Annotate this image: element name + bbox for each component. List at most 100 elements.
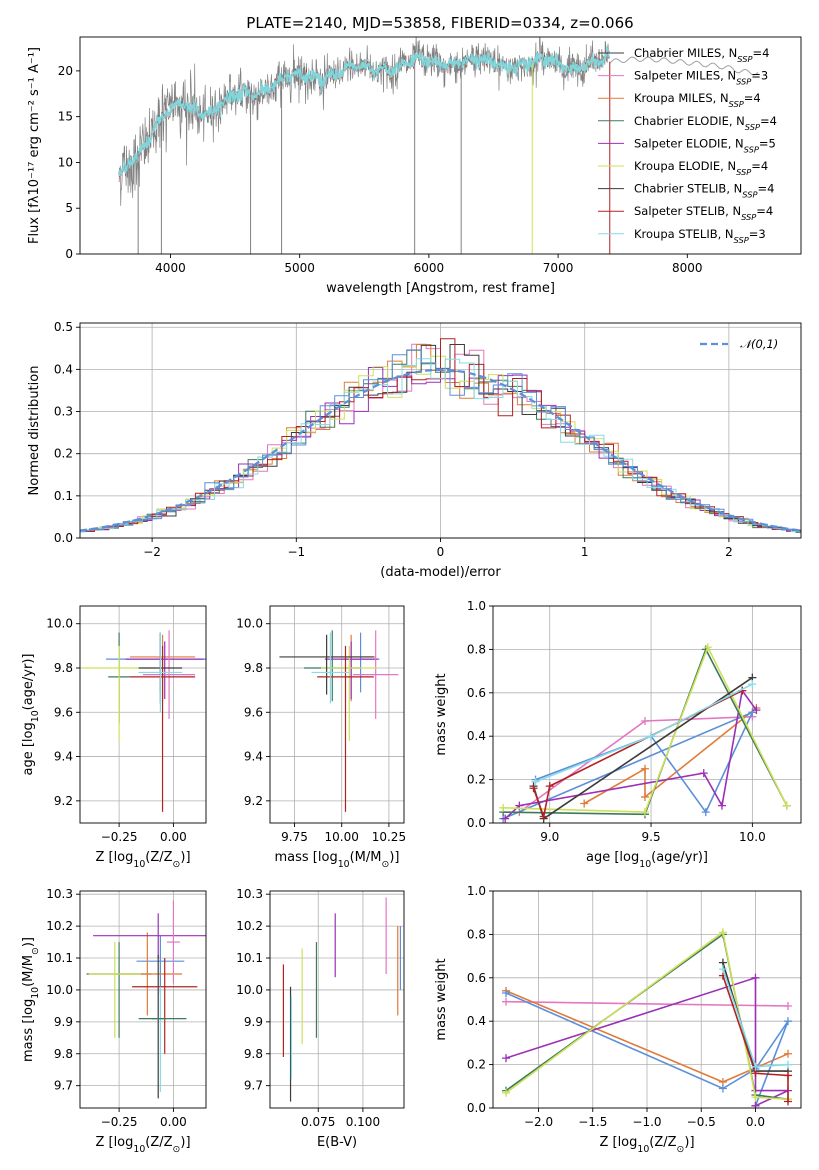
weight-point-marker xyxy=(783,1017,792,1026)
plot-area xyxy=(499,643,791,823)
y-tick-label: 0.4 xyxy=(467,729,486,743)
panel-mass-vs-Z: −0.25 0.00 9.7 9.8 9.9 10.0 10.1 10.2 10.3 Z [log… xyxy=(21,887,207,1155)
y-tick-label: 0.1 xyxy=(54,489,73,503)
legend-label: Salpeter STELIB, NSSP=4 xyxy=(634,204,773,222)
weight-point-marker xyxy=(718,965,727,974)
y-tick-label: 0.2 xyxy=(467,773,486,787)
plot-area xyxy=(118,37,759,254)
x-axis-label: mass [log10(M/M⊙)] xyxy=(275,850,400,870)
y-tick-label: 9.6 xyxy=(54,705,73,719)
axes-frame xyxy=(79,605,207,824)
legend-label: Kroupa ELODIE, NSSP=4 xyxy=(634,159,768,177)
weight-point-marker xyxy=(502,997,511,1006)
y-tick-label: 10.3 xyxy=(46,887,73,901)
panel-mass-weight-vs-Z: −2.0 −1.5 −1.0 −0.5 0.0 0.0 0.2 0.4 0.6 0.8 1.0 Z [… xyxy=(434,884,802,1155)
weight-point-marker xyxy=(580,799,589,808)
weight-point-marker xyxy=(718,928,727,937)
y-tick-label: 9.8 xyxy=(244,1047,263,1061)
x-tick-label: 9.0 xyxy=(540,830,559,844)
weight-point-marker xyxy=(502,988,511,997)
y-tick-label: 0.0 xyxy=(467,816,486,830)
x-axis-label: (data-model)/error xyxy=(380,565,501,580)
y-axis-label: mass [log10(M/M⊙)] xyxy=(21,937,41,1062)
model-spectrum-best xyxy=(118,45,611,176)
x-tick-label: 7000 xyxy=(543,261,574,275)
axes-frame xyxy=(492,890,802,1109)
weight-point-marker xyxy=(499,803,508,812)
plot-area xyxy=(80,338,801,534)
axes-frame xyxy=(79,36,802,255)
y-tick-label: 9.7 xyxy=(54,1079,73,1093)
residual-histogram xyxy=(80,355,801,533)
weight-point-marker xyxy=(640,808,649,817)
y-tick-label: 9.6 xyxy=(244,705,263,719)
y-tick-label: 10.0 xyxy=(46,983,73,997)
x-axis-label: wavelength [Angstrom, rest frame] xyxy=(326,281,555,296)
weight-point-marker xyxy=(748,680,757,689)
x-tick-label: 10.00 xyxy=(325,830,359,844)
x-tick-label: 10.25 xyxy=(372,830,406,844)
y-tick-label: 9.2 xyxy=(244,794,263,808)
x-tick-label: −0.25 xyxy=(101,1115,138,1129)
x-tick-label: −0.5 xyxy=(687,1115,716,1129)
y-tick-label: 1.0 xyxy=(467,884,486,898)
axes-frame xyxy=(79,890,207,1109)
y-tick-label: 5 xyxy=(65,201,73,215)
x-tick-label: −2 xyxy=(143,545,161,559)
weight-point-marker xyxy=(640,717,649,726)
x-tick-label: 4000 xyxy=(155,261,186,275)
weight-point-marker xyxy=(783,1097,792,1106)
y-tick-label: 0.0 xyxy=(467,1101,486,1115)
weight-point-marker xyxy=(703,643,712,652)
y-tick-label: 9.8 xyxy=(54,661,73,675)
x-tick-label: −0.25 xyxy=(101,830,138,844)
weight-point-marker xyxy=(783,1002,792,1011)
weight-point-marker xyxy=(502,1054,511,1063)
y-tick-label: 10 xyxy=(58,155,73,169)
y-tick-label: 9.8 xyxy=(54,1047,73,1061)
y-tick-label: 20 xyxy=(58,64,73,78)
plot-area xyxy=(282,897,402,1102)
weight-point-marker xyxy=(647,732,656,741)
y-tick-label: 10.0 xyxy=(236,983,263,997)
weight-point-marker xyxy=(718,1084,727,1093)
x-tick-label: 1 xyxy=(581,545,589,559)
x-axis-label: E(B-V) xyxy=(317,1135,357,1150)
panel-age-vs-Z: −0.25 0.00 9.2 9.4 9.6 9.8 10.0 Z [log10(Z/Z⊙)]… xyxy=(21,605,207,870)
weight-point-marker xyxy=(640,792,649,801)
residual-histogram xyxy=(80,349,801,532)
panel-mass-weight-vs-age: 9.0 9.5 10.0 0.0 0.2 0.4 0.6 0.8 1.0 age [log10(a… xyxy=(434,599,802,870)
weight-point-marker xyxy=(751,1101,760,1108)
weight-point-marker xyxy=(545,782,554,791)
y-tick-label: 9.7 xyxy=(244,1079,263,1093)
weight-point-marker xyxy=(501,814,510,823)
panel-age-vs-mass: 9.75 10.00 10.25 9.2 9.4 9.6 9.8 10.0 mass [log1… xyxy=(236,605,406,870)
weight-point-marker xyxy=(699,769,708,778)
y-tick-label: 0 xyxy=(65,247,73,261)
x-tick-label: −1.5 xyxy=(578,1115,607,1129)
weight-point-marker xyxy=(751,973,760,982)
x-axis-label: Z [log10(Z/Z⊙)] xyxy=(95,1135,190,1155)
weight-point-marker xyxy=(529,784,538,793)
weight-point-marker xyxy=(717,801,726,810)
weight-point-marker xyxy=(782,801,791,810)
axes-frame xyxy=(269,605,405,824)
y-axis-label: Normed distribution xyxy=(27,366,42,496)
weight-series-line xyxy=(722,975,789,1102)
y-tick-label: 1.0 xyxy=(467,599,486,613)
axes-frame xyxy=(269,890,405,1109)
y-tick-label: 10.3 xyxy=(236,887,263,901)
y-tick-label: 0.3 xyxy=(54,405,73,419)
y-tick-label: 0.0 xyxy=(54,531,73,545)
weight-point-marker xyxy=(701,808,710,817)
x-tick-label: 0.100 xyxy=(346,1115,380,1129)
weight-point-marker xyxy=(752,706,761,715)
y-tick-label: 9.9 xyxy=(244,1015,263,1029)
x-axis-label: Z [log10(Z/Z⊙)] xyxy=(599,1135,694,1155)
legend: Chabrier MILES, NSSP=4 Salpeter MILES, NS… xyxy=(598,46,777,245)
y-tick-label: 9.2 xyxy=(54,794,73,808)
panel-spectrum: 4000 5000 6000 7000 8000 0 5 10 15 20 wavelength [… xyxy=(27,36,802,296)
axes-frame xyxy=(492,605,802,824)
y-tick-label: 0.2 xyxy=(467,1058,486,1072)
